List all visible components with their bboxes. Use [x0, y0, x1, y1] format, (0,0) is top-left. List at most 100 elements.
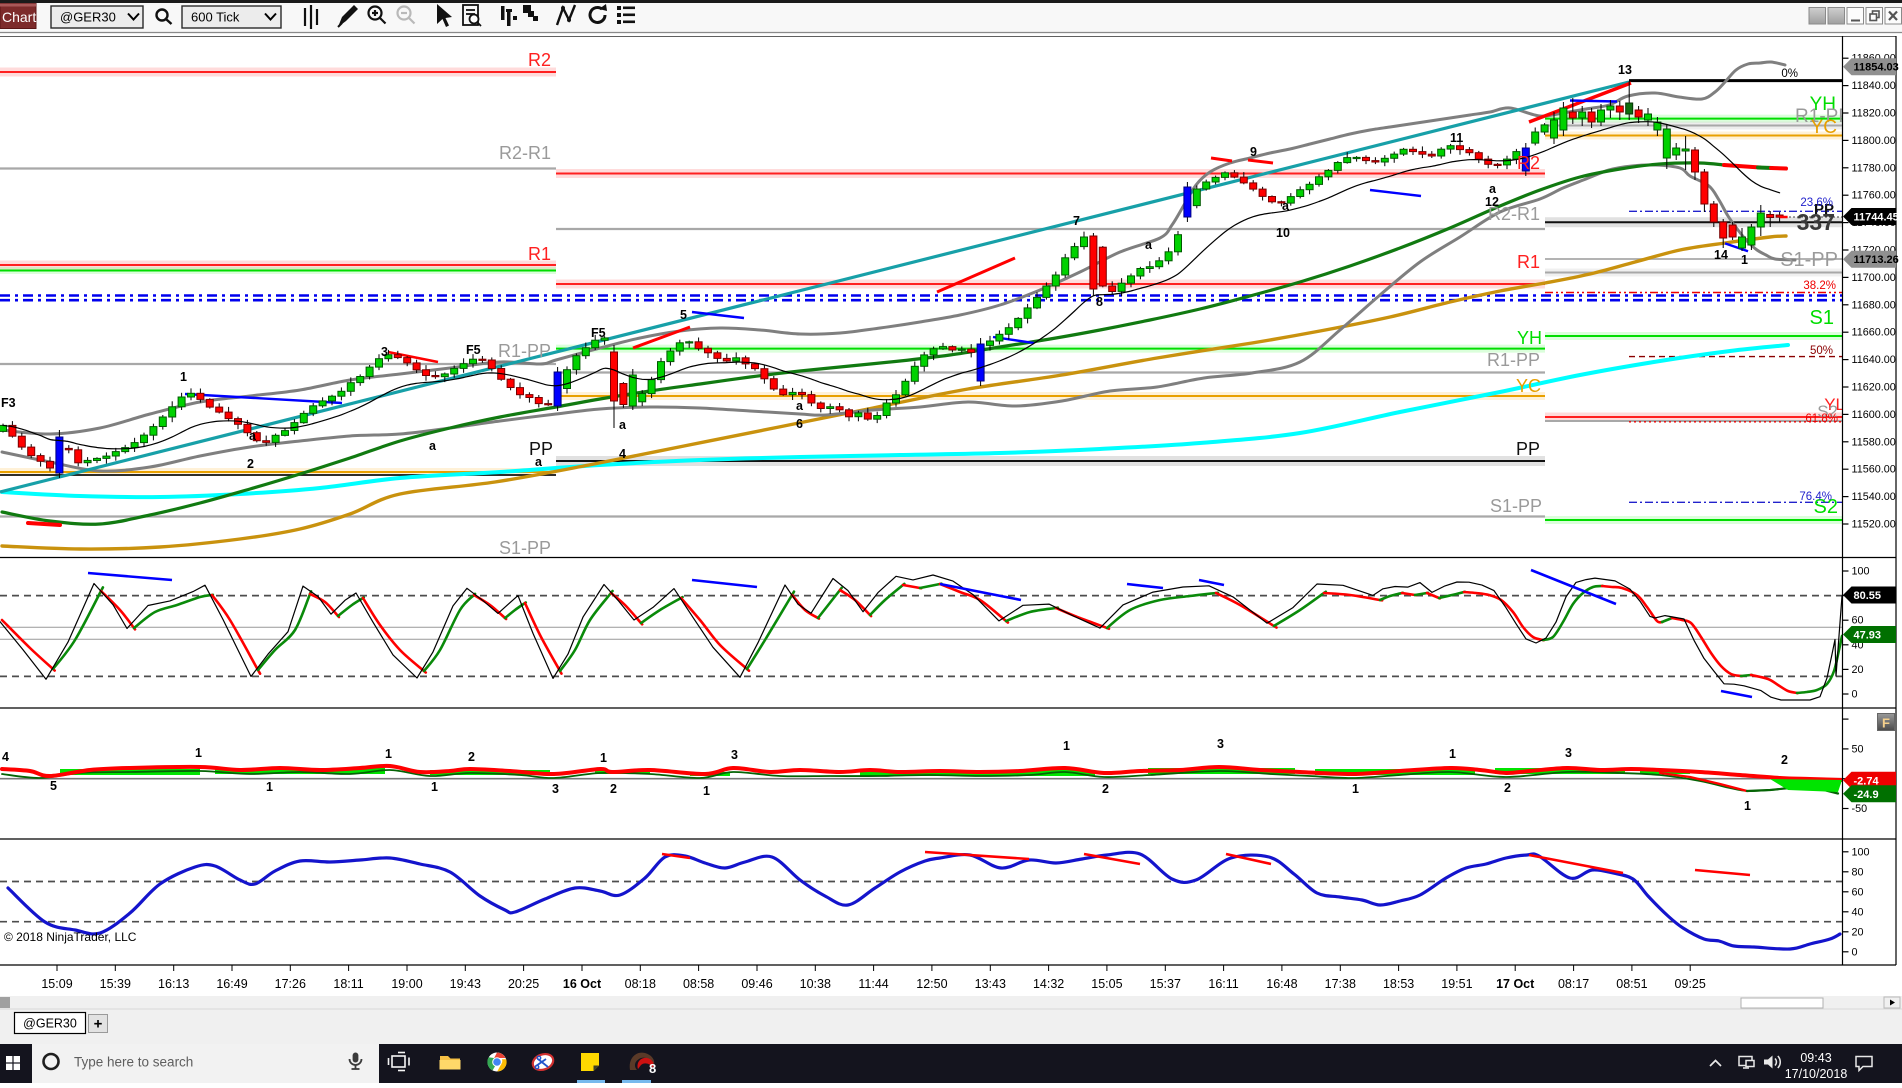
svg-text:76.4%: 76.4% [1799, 491, 1832, 503]
svg-text:17:26: 17:26 [275, 977, 306, 991]
svg-text:1: 1 [703, 784, 710, 798]
svg-text:1: 1 [195, 746, 202, 760]
svg-text:S1: S1 [1810, 307, 1834, 329]
svg-text:60: 60 [1852, 615, 1864, 627]
svg-text:R2-R1: R2-R1 [1488, 204, 1540, 224]
svg-text:YL: YL [1824, 395, 1845, 414]
svg-text:2: 2 [1781, 753, 1788, 767]
svg-text:+: + [94, 1016, 103, 1033]
svg-text:11600.00: 11600.00 [1852, 409, 1896, 421]
svg-text:-2.74: -2.74 [1854, 775, 1880, 787]
svg-text:R1: R1 [528, 244, 551, 264]
svg-text:3: 3 [552, 782, 559, 796]
svg-text:13: 13 [1618, 63, 1632, 77]
svg-text:08:58: 08:58 [683, 977, 714, 991]
svg-text:4: 4 [619, 447, 626, 461]
svg-text:15:37: 15:37 [1150, 977, 1181, 991]
svg-text:3: 3 [381, 345, 388, 359]
svg-text:11700.00: 11700.00 [1852, 272, 1896, 284]
svg-text:YH: YH [1810, 94, 1836, 115]
svg-text:19:43: 19:43 [450, 977, 481, 991]
svg-text:2: 2 [1504, 781, 1511, 795]
svg-text:09:25: 09:25 [1675, 977, 1706, 991]
svg-text:12: 12 [1485, 195, 1499, 209]
svg-text:17:38: 17:38 [1325, 977, 1356, 991]
svg-text:YH: YH [1517, 328, 1542, 348]
svg-text:17/10/2018: 17/10/2018 [1785, 1067, 1848, 1081]
svg-text:20:25: 20:25 [508, 977, 539, 991]
svg-text:© 2018 NinjaTrader, LLC: © 2018 NinjaTrader, LLC [4, 930, 137, 944]
svg-text:18:11: 18:11 [333, 977, 363, 991]
svg-text:-24.9: -24.9 [1854, 789, 1879, 801]
svg-text:1: 1 [431, 780, 438, 794]
svg-text:@GER30: @GER30 [23, 1017, 77, 1031]
svg-text:2: 2 [468, 750, 475, 764]
svg-text:a: a [429, 439, 437, 453]
svg-text:11540.00: 11540.00 [1852, 491, 1896, 503]
svg-text:9: 9 [1250, 145, 1257, 159]
svg-text:16 Oct: 16 Oct [563, 977, 602, 991]
svg-text:4: 4 [2, 750, 9, 764]
svg-text:1: 1 [600, 751, 607, 765]
svg-text:1: 1 [266, 780, 273, 794]
svg-text:80: 80 [1852, 866, 1864, 878]
svg-text:2: 2 [247, 457, 254, 471]
svg-text:R1-PP: R1-PP [1795, 106, 1851, 127]
svg-text:3: 3 [731, 748, 738, 762]
svg-text:11520.00: 11520.00 [1852, 519, 1896, 531]
svg-text:11800.00: 11800.00 [1852, 135, 1896, 147]
svg-text:11760.00: 11760.00 [1852, 190, 1896, 202]
svg-text:50%: 50% [1810, 345, 1833, 357]
svg-text:R2-R1: R2-R1 [499, 143, 551, 163]
svg-text:11840.00: 11840.00 [1852, 80, 1896, 92]
svg-text:11854.03: 11854.03 [1854, 62, 1899, 74]
svg-text:6: 6 [796, 417, 803, 431]
svg-text:0: 0 [1852, 946, 1858, 958]
svg-text:0%: 0% [1781, 68, 1798, 80]
svg-text:F3: F3 [1, 396, 16, 410]
svg-text:14:32: 14:32 [1033, 977, 1064, 991]
svg-text:11744.45: 11744.45 [1854, 212, 1899, 224]
svg-text:18:53: 18:53 [1383, 977, 1414, 991]
svg-text:09:43: 09:43 [1800, 1051, 1831, 1065]
svg-text:a: a [619, 418, 627, 432]
svg-text:61.8%: 61.8% [1805, 413, 1838, 425]
svg-text:15:05: 15:05 [1091, 977, 1122, 991]
svg-text:R2: R2 [1517, 153, 1540, 173]
svg-text:47.93: 47.93 [1854, 630, 1882, 642]
svg-text:1: 1 [1449, 747, 1456, 761]
svg-text:14: 14 [1714, 248, 1728, 262]
svg-text:11640.00: 11640.00 [1852, 354, 1896, 366]
svg-text:337: 337 [1797, 209, 1835, 235]
svg-text:PP: PP [1516, 439, 1540, 459]
svg-text:11680.00: 11680.00 [1852, 299, 1896, 311]
svg-text:F5: F5 [591, 326, 606, 340]
svg-text:16:11: 16:11 [1208, 977, 1238, 991]
svg-text:16:49: 16:49 [216, 977, 247, 991]
svg-text:1: 1 [1744, 799, 1751, 813]
svg-text:1: 1 [385, 747, 392, 761]
svg-text:R2: R2 [528, 50, 551, 70]
svg-text:-50: -50 [1852, 803, 1868, 815]
svg-text:19:51: 19:51 [1441, 977, 1472, 991]
svg-text:1: 1 [1741, 253, 1748, 267]
svg-text:11580.00: 11580.00 [1852, 436, 1896, 448]
svg-text:8: 8 [1096, 295, 1103, 309]
svg-text:15:09: 15:09 [41, 977, 72, 991]
svg-text:Chart: Chart [2, 9, 36, 25]
svg-text:R1-PP: R1-PP [1487, 350, 1540, 370]
svg-text:20: 20 [1852, 664, 1864, 676]
svg-text:08:17: 08:17 [1558, 977, 1589, 991]
svg-text:16:13: 16:13 [158, 977, 189, 991]
svg-text:3: 3 [1565, 746, 1572, 760]
svg-text:a: a [1489, 182, 1497, 196]
svg-text:2: 2 [1102, 782, 1109, 796]
svg-text:15:39: 15:39 [100, 977, 131, 991]
svg-text:100: 100 [1852, 846, 1870, 858]
svg-text:10:38: 10:38 [800, 977, 831, 991]
svg-text:100: 100 [1852, 566, 1870, 578]
svg-text:13:43: 13:43 [975, 977, 1006, 991]
svg-text:YC: YC [1516, 376, 1541, 396]
svg-text:50: 50 [1852, 743, 1864, 755]
svg-text:1: 1 [1352, 782, 1359, 796]
